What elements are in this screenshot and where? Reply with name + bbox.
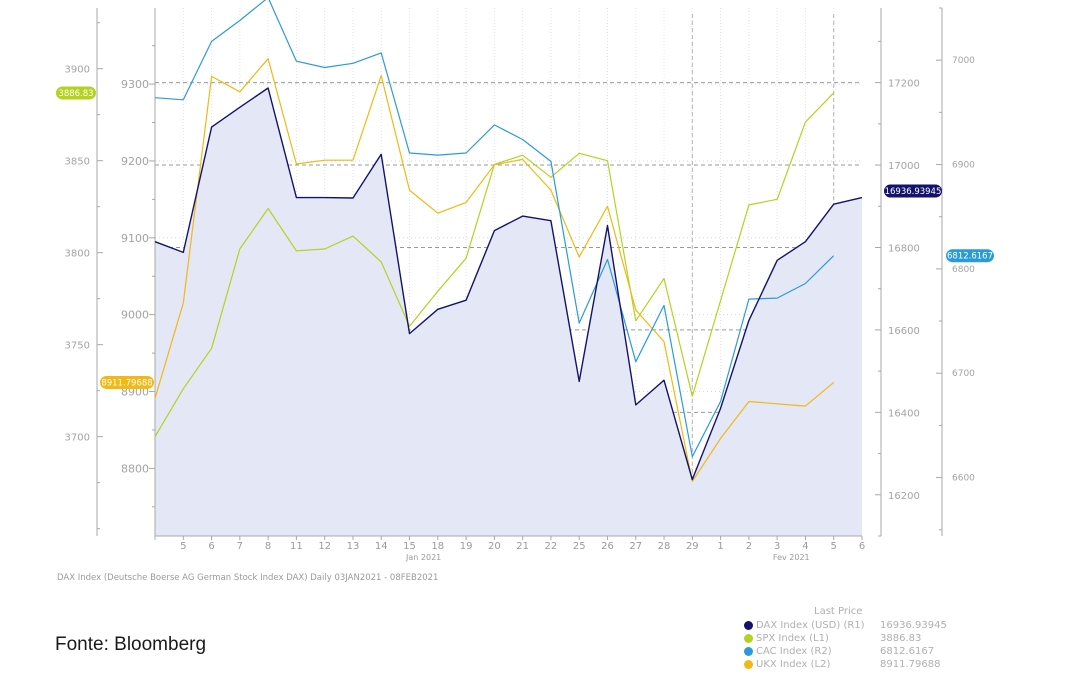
r2-tick-label: 7000 [952,56,975,66]
x-tick-label: 20 [488,541,501,552]
r1-tick-label: 17000 [888,161,920,172]
l1-tick-label: 3900 [65,65,90,76]
x-tick-label: 8 [265,541,271,552]
month-label: Fev 2021 [773,553,810,562]
x-tick-label: 22 [545,541,558,552]
x-tick-label: 13 [347,541,360,552]
legend-item-spx: SPX Index (L1) 3886.83 [744,632,947,645]
x-tick-label: 19 [460,541,473,552]
legend-label-ukx: UKX Index (L2) [756,659,831,670]
legend-value-ukx: 8911.79688 [880,659,941,670]
r2-tick-label: 6900 [952,161,975,171]
x-tick-label: 7 [237,541,243,552]
last-price-tag: 16936.93945 [884,184,942,198]
x-tick-label: 14 [375,541,388,552]
legend-item-ukx: UKX Index (L2) 8911.79688 [744,658,947,671]
legend-marker-dax [744,621,753,630]
legend: Last Price DAX Index (USD) (R1) 16936.93… [744,605,947,671]
r1-tick-label: 16400 [888,408,920,419]
last-price-tag-text: 8911.79688 [101,378,152,388]
r2-tick-label: 6600 [952,474,975,484]
l2-tick-label: 8800 [121,462,149,475]
r1-tick-label: 17200 [888,79,920,90]
x-tick-label: 21 [516,541,529,552]
last-price-tag-bg [56,86,96,100]
x-tick-label: 6 [208,541,214,552]
chart: 3700375038003850390088008900900091009200… [56,0,994,562]
r1-tick-label: 16600 [888,326,920,337]
last-price-tag-text: 16936.93945 [885,187,942,197]
r2-tick-label: 6800 [952,265,975,275]
last-price-tag: 8911.79688 [100,375,154,389]
x-tick-label: 15 [403,541,416,552]
r2-tick-label: 6700 [952,369,975,379]
series-line-ukx [154,58,835,482]
legend-label-cac: CAC Index (R2) [756,646,832,657]
legend-title: Last Price [814,606,863,617]
l1-tick-label: 3800 [65,249,90,260]
x-tick-label: 29 [686,541,699,552]
series-line-dax [154,87,863,481]
legend-marker-cac [744,647,753,656]
last-price-tag: 6812.6167 [946,249,994,263]
x-tick-label: 25 [573,541,586,552]
dax-area-fill [155,87,862,537]
legend-item-cac: CAC Index (R2) 6812.6167 [744,645,947,658]
x-tick-label: 5 [180,541,186,552]
chart-caption: DAX Index (Deutsche Boerse AG German Sto… [57,573,439,583]
last-price-tag-bg [884,184,942,198]
l2-tick-label: 9300 [121,78,149,91]
legend-value-spx: 3886.83 [880,633,922,644]
legend-value-dax: 16936.93945 [880,620,947,631]
r1-tick-label: 16200 [888,491,920,502]
l2-tick-label: 9200 [121,155,149,168]
x-tick-label: 26 [601,541,614,552]
x-tick-label: 4 [802,541,808,552]
l1-tick-label: 3850 [65,157,90,168]
legend-marker-spx [744,634,753,643]
last-price-tag-bg [100,375,154,389]
month-label: Jan 2021 [405,553,441,562]
l2-tick-label: 9100 [121,232,149,245]
source-note: Fonte: Bloomberg [55,634,207,655]
l1-tick-label: 3700 [65,433,90,444]
series-line-cac [154,0,835,458]
x-tick-label: 27 [629,541,642,552]
x-tick-label: 28 [658,541,671,552]
last-price-tag-bg [946,249,994,263]
last-price-tag-text: 3886.83 [58,89,93,99]
x-tick-label: 1 [717,541,723,552]
x-tick-label: 11 [290,541,303,552]
x-tick-label: 2 [746,541,752,552]
x-tick-label: 18 [431,541,444,552]
x-tick-label: 6 [859,541,865,552]
legend-value-cac: 6812.6167 [880,646,935,657]
r1-tick-label: 16800 [888,243,920,254]
last-price-tag: 3886.83 [56,86,96,100]
legend-label-spx: SPX Index (L1) [756,633,829,644]
x-tick-label: 5 [831,541,837,552]
legend-label-dax: DAX Index (USD) (R1) [756,620,865,631]
l2-tick-label: 9000 [121,309,149,322]
x-tick-label: 12 [318,541,331,552]
legend-item-dax: DAX Index (USD) (R1) 16936.93945 [744,619,947,632]
legend-marker-ukx [744,660,753,669]
last-price-tag-text: 6812.6167 [947,252,993,262]
x-tick-label: 3 [774,541,780,552]
l1-tick-label: 3750 [65,341,90,352]
